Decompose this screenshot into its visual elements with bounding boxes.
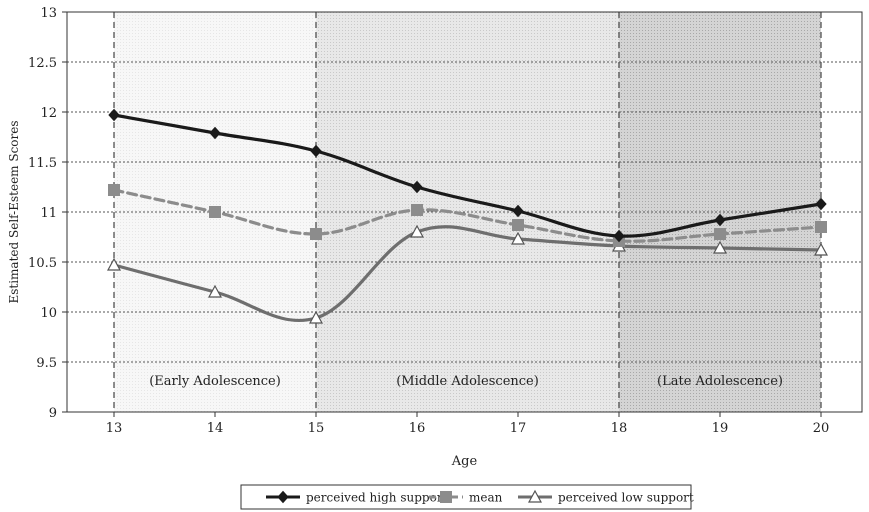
data-point (108, 108, 120, 122)
legend-label: perceived low support (558, 491, 694, 505)
x-tick-label: 17 (510, 421, 527, 436)
data-point (813, 242, 829, 256)
x-tick-label: 20 (813, 421, 830, 436)
region-label: (Early Adolescence) (149, 374, 281, 389)
data-point (108, 184, 120, 196)
y-tick-label: 12.5 (28, 56, 57, 71)
series-line (112, 225, 823, 323)
y-tick-label: 12 (40, 106, 57, 121)
data-point (411, 204, 423, 216)
y-tick-label: 11.5 (28, 156, 57, 171)
data-point (815, 197, 827, 211)
legend-marker (277, 490, 289, 504)
data-point (308, 310, 324, 324)
data-point (207, 284, 223, 298)
y-tick-label: 9.5 (36, 356, 57, 371)
data-point (512, 219, 524, 231)
data-point (209, 126, 221, 140)
data-point (411, 180, 423, 194)
data-point (613, 229, 625, 243)
x-axis-label: Age (451, 454, 478, 469)
x-tick-label: 15 (308, 421, 325, 436)
y-tick-label: 9 (49, 406, 57, 421)
x-tick-label: 19 (712, 421, 729, 436)
plot-frame (66, 11, 863, 413)
y-tick-label: 13 (40, 6, 57, 21)
data-point (409, 224, 425, 238)
data-point (714, 213, 726, 227)
region-label: (Middle Adolescence) (396, 374, 539, 389)
x-tick-label: 13 (106, 421, 123, 436)
data-point (714, 228, 726, 240)
series-line (112, 188, 823, 243)
legend-box (240, 484, 692, 510)
y-tick-label: 11 (40, 206, 57, 221)
y-axis-label: Estimated Self-Esteem Scores (7, 120, 21, 303)
data-point (310, 144, 322, 158)
legend-label: perceived high support (306, 491, 448, 505)
legend-marker (440, 491, 452, 503)
legend-label: mean (469, 491, 503, 505)
x-tick-label: 14 (207, 421, 224, 436)
data-point (310, 228, 322, 240)
data-point (209, 206, 221, 218)
data-point (510, 231, 526, 245)
data-point (106, 257, 122, 271)
series-line (112, 113, 823, 238)
x-tick-label: 16 (409, 421, 426, 436)
y-tick-label: 10 (40, 306, 57, 321)
x-tick-label: 18 (611, 421, 628, 436)
data-point (815, 221, 827, 233)
data-point (712, 240, 728, 254)
legend-marker (527, 489, 543, 503)
data-point (512, 204, 524, 218)
region-label: (Late Adolescence) (657, 374, 783, 389)
y-tick-label: 10.5 (28, 256, 57, 271)
